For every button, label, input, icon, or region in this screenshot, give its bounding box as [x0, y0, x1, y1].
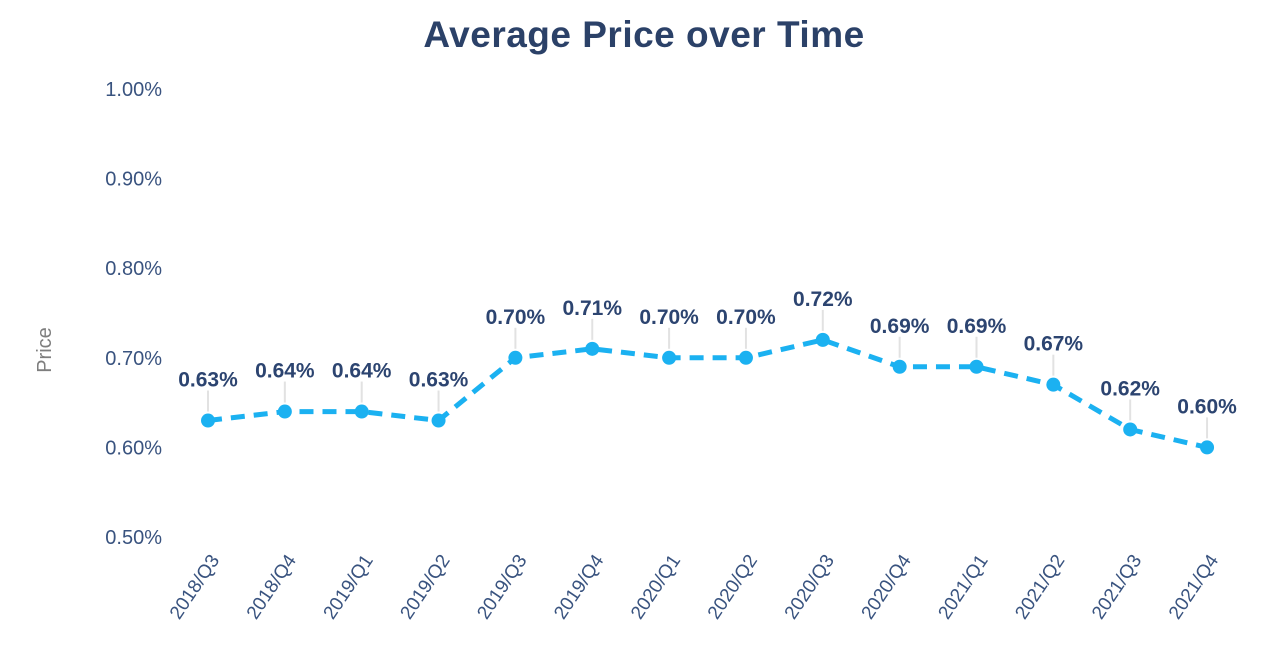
data-point[interactable] [431, 413, 446, 428]
x-tick-label: 2019/Q4 [550, 551, 608, 624]
data-point[interactable] [201, 413, 215, 428]
y-tick-label: 0.70% [105, 348, 162, 370]
data-point-label: 0.67% [1024, 333, 1084, 356]
data-point[interactable] [277, 404, 292, 419]
data-point-label: 0.71% [562, 297, 622, 320]
data-point[interactable] [815, 332, 830, 347]
data-point[interactable] [662, 350, 677, 365]
x-tick-label: 2020/Q1 [627, 551, 685, 623]
data-point-label: 0.70% [716, 306, 776, 329]
x-tick-label: 2018/Q4 [243, 551, 301, 624]
x-tick-label: 2020/Q3 [781, 551, 839, 623]
x-tick-label: 2018/Q3 [166, 551, 224, 623]
data-point[interactable] [738, 350, 753, 365]
data-point[interactable] [892, 359, 907, 374]
data-point-label: 0.69% [947, 315, 1007, 338]
data-point-label: 0.63% [178, 369, 238, 392]
y-tick-label: 0.80% [105, 258, 162, 280]
data-point-label: 0.64% [332, 360, 392, 383]
data-point[interactable] [508, 350, 523, 365]
x-tick-label: 2021/Q3 [1088, 551, 1146, 623]
data-point-label: 0.70% [486, 306, 546, 329]
data-point-label: 0.70% [639, 306, 699, 329]
x-tick-label: 2019/Q2 [397, 551, 455, 623]
series-line [207, 337, 1208, 450]
x-tick-label: 2020/Q4 [858, 551, 916, 624]
data-point-label: 0.63% [409, 369, 469, 392]
data-point[interactable] [969, 359, 984, 374]
data-point-label: 0.64% [255, 360, 315, 383]
x-tick-label: 2021/Q2 [1011, 551, 1069, 623]
y-tick-label: 0.60% [105, 437, 162, 459]
x-tick-label: 2019/Q1 [320, 551, 378, 623]
data-point-label: 0.62% [1100, 377, 1160, 400]
data-point[interactable] [354, 404, 369, 419]
x-tick-label: 2021/Q4 [1165, 551, 1223, 624]
x-tick-label: 2021/Q1 [934, 551, 992, 623]
y-tick-label: 0.90% [105, 169, 162, 191]
data-point-label: 0.72% [793, 288, 853, 311]
chart-title: Average Price over Time [423, 14, 865, 55]
data-point[interactable] [1123, 422, 1138, 437]
y-tick-label: 1.00% [105, 79, 162, 101]
data-point[interactable] [1200, 440, 1215, 455]
y-axis-title: Price [34, 327, 56, 373]
x-tick-label: 2019/Q3 [473, 551, 531, 623]
data-point-label: 0.60% [1177, 395, 1237, 418]
data-point-label: 0.69% [870, 315, 930, 338]
y-tick-label: 0.50% [105, 527, 162, 549]
data-point[interactable] [585, 341, 600, 356]
data-point[interactable] [1046, 377, 1061, 392]
x-tick-label: 2020/Q2 [704, 551, 762, 623]
